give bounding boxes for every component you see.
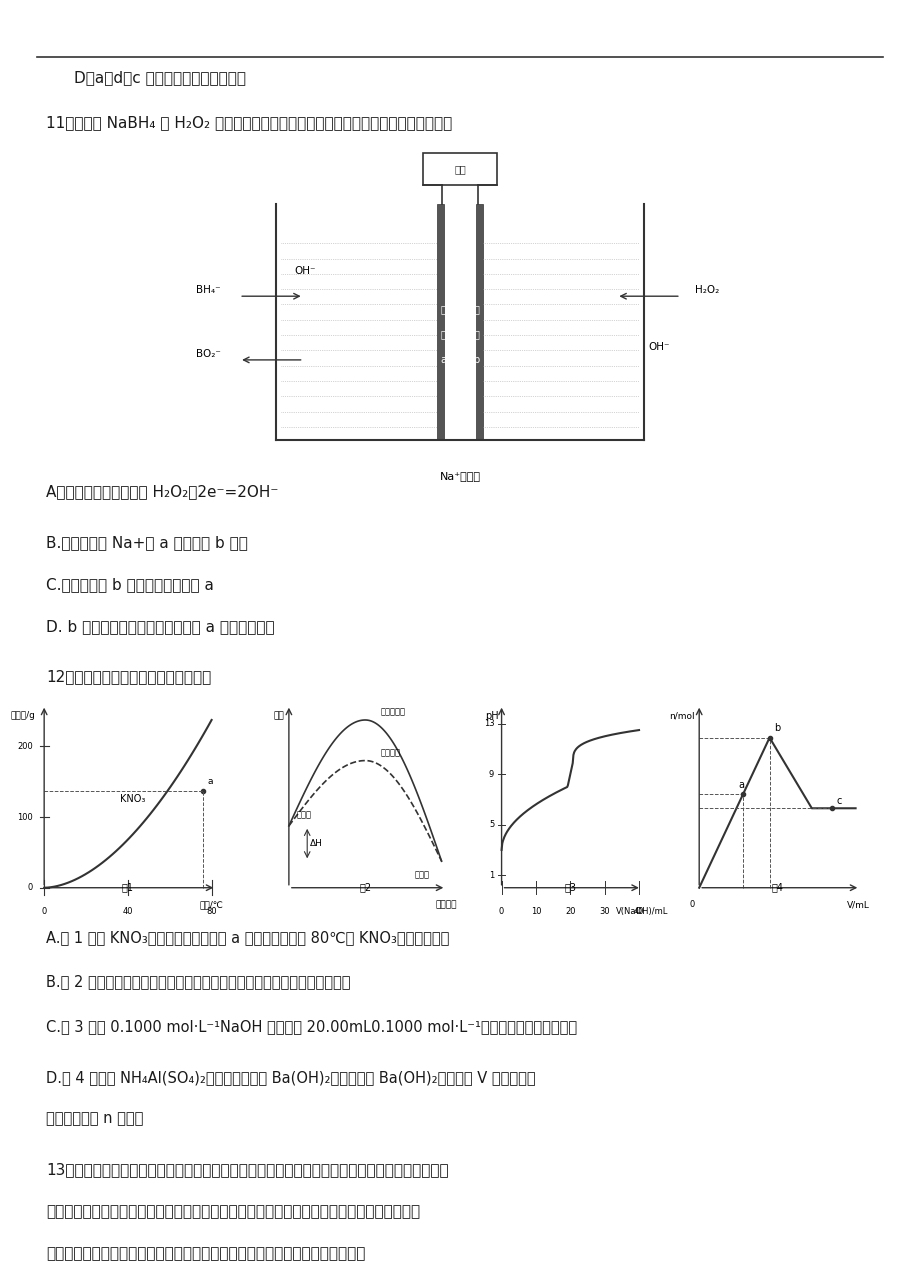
Text: 催化反应: 催化反应	[380, 748, 400, 757]
Text: b: b	[774, 724, 779, 734]
Text: 200: 200	[17, 741, 33, 750]
Text: 极: 极	[440, 330, 446, 339]
Text: 40: 40	[122, 907, 133, 916]
Text: 80: 80	[206, 907, 217, 916]
Text: D．a、d、c 的简单离子半径依次增大: D．a、d、c 的简单离子半径依次增大	[74, 70, 245, 85]
Text: 溶解度/g: 溶解度/g	[10, 711, 35, 720]
Text: 极: 极	[473, 330, 479, 339]
Text: 生成物: 生成物	[414, 870, 428, 879]
Text: 0: 0	[41, 907, 47, 916]
Text: C.图 3 表示 0.1000 mol·L⁻¹NaOH 溶液滴定 20.00mL0.1000 mol·L⁻¹醋酸溶液得到的滴定曲线: C.图 3 表示 0.1000 mol·L⁻¹NaOH 溶液滴定 20.00mL…	[46, 1019, 576, 1034]
Text: Na⁺交换膜: Na⁺交换膜	[439, 471, 480, 482]
Text: b: b	[473, 355, 479, 364]
Bar	[437, 204, 444, 440]
Text: 非催化反应: 非催化反应	[380, 707, 405, 716]
Text: A.图 1 表示 KNO₃的溶解度曲线，图中 a 点所示的溶液是 80℃时 KNO₃的不饱和溶液: A.图 1 表示 KNO₃的溶解度曲线，图中 a 点所示的溶液是 80℃时 KN…	[46, 930, 448, 945]
Text: a: a	[208, 777, 213, 786]
Text: a: a	[440, 355, 446, 364]
Text: 的治疗。已知肽键可以在碱性条件下水解，下列对头孢羟氨苄的说法中正确的是: 的治疗。已知肽键可以在碱性条件下水解，下列对头孢羟氨苄的说法中正确的是	[46, 1246, 365, 1261]
Text: 0: 0	[498, 907, 504, 916]
Text: 温度/℃: 温度/℃	[199, 901, 223, 910]
Bar	[475, 204, 482, 440]
Text: OH⁻: OH⁻	[648, 343, 669, 352]
Text: H₂O₂: H₂O₂	[694, 285, 718, 294]
Text: 13: 13	[483, 720, 494, 729]
Text: 反应物: 反应物	[296, 810, 312, 819]
Text: 图2: 图2	[358, 882, 371, 892]
Text: 电: 电	[440, 304, 446, 313]
Text: 能量: 能量	[273, 711, 284, 720]
Text: 5: 5	[488, 820, 494, 829]
Text: 40: 40	[633, 907, 643, 916]
Text: 30: 30	[598, 907, 609, 916]
Text: c: c	[836, 796, 841, 806]
Text: ΔH: ΔH	[310, 840, 323, 848]
Text: D. b 极室的输出液经处理后可输入 a 极室循环利用: D. b 极室的输出液经处理后可输入 a 极室循环利用	[46, 619, 275, 634]
Text: 11．一种以 NaBH₄ 和 H₂O₂ 为原料的新型电池的工作原理如图所示。下列说法错误的是: 11．一种以 NaBH₄ 和 H₂O₂ 为原料的新型电池的工作原理如图所示。下列…	[46, 115, 452, 130]
Text: 反应过程: 反应过程	[435, 901, 457, 910]
Text: pH: pH	[484, 711, 498, 721]
Text: 0: 0	[688, 901, 694, 910]
Text: 9: 9	[488, 769, 494, 778]
Text: B.电池放电时 Na+从 a 极区移向 b 极区: B.电池放电时 Na+从 a 极区移向 b 极区	[46, 535, 247, 550]
Text: 13．头孢羟氨苄（如图）被人体吸收效果良好，疗效明显，且毒性反应极小，因而被广泛应用于敏: 13．头孢羟氨苄（如图）被人体吸收效果良好，疗效明显，且毒性反应极小，因而被广泛…	[46, 1162, 448, 1177]
Text: 电: 电	[473, 304, 479, 313]
Text: V/mL: V/mL	[846, 901, 868, 910]
Text: BO₂⁻: BO₂⁻	[196, 349, 221, 358]
Bar	[423, 153, 496, 185]
Text: a: a	[738, 780, 743, 790]
Text: 10: 10	[530, 907, 540, 916]
Text: 图3: 图3	[563, 882, 575, 892]
Text: D.图 4 表示向 NH₄Al(SO₄)₂溶液中逐滴滴入 Ba(OH)₂溶液，随着 Ba(OH)₂溶液体积 V 的变化，沉: D.图 4 表示向 NH₄Al(SO₄)₂溶液中逐滴滴入 Ba(OH)₂溶液，随…	[46, 1070, 535, 1085]
Text: V(NaOH)/mL: V(NaOH)/mL	[615, 907, 667, 916]
Text: 图1: 图1	[121, 882, 134, 892]
Text: C.电子从电极 b 经外电路流向电极 a: C.电子从电极 b 经外电路流向电极 a	[46, 577, 213, 592]
Text: 图4: 图4	[770, 882, 783, 892]
Text: 0: 0	[28, 883, 33, 892]
Text: 20: 20	[564, 907, 575, 916]
Text: OH⁻: OH⁻	[294, 266, 315, 275]
Text: 12．下列图示与对应的叙述不相符的是: 12．下列图示与对应的叙述不相符的是	[46, 669, 211, 684]
Text: BH₄⁻: BH₄⁻	[196, 285, 221, 294]
Text: A．电池的正极反应式为 H₂O₂＋2e⁻=2OH⁻: A．电池的正极反应式为 H₂O₂＋2e⁻=2OH⁻	[46, 484, 278, 499]
Text: 1: 1	[488, 870, 494, 879]
Text: n/mol: n/mol	[668, 711, 694, 720]
Text: B.图 2 表示某放热反应分别在有、无催化剂的情况下反应过程中的能量变化: B.图 2 表示某放热反应分别在有、无催化剂的情况下反应过程中的能量变化	[46, 975, 350, 990]
Text: 100: 100	[17, 813, 33, 822]
Text: KNO₃: KNO₃	[119, 795, 144, 804]
Text: 感细菌所致的尿路感染、皮肤软组织感染以及急性扁桃体炎、急性咽炎、中耳炎和肺部感染等: 感细菌所致的尿路感染、皮肤软组织感染以及急性扁桃体炎、急性咽炎、中耳炎和肺部感染…	[46, 1204, 420, 1219]
Text: 淀总物质的量 n 的变化: 淀总物质的量 n 的变化	[46, 1111, 143, 1126]
Text: 负载: 负载	[454, 164, 465, 173]
